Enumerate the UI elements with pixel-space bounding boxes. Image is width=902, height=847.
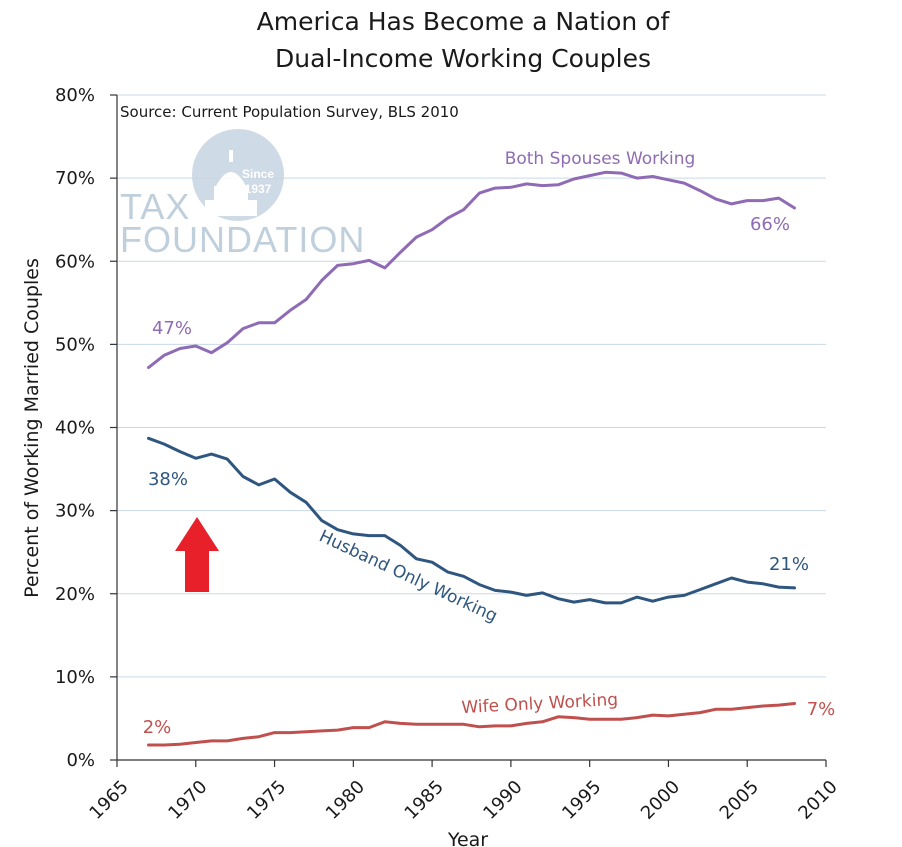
husband-end-label: 21% xyxy=(769,554,809,575)
series-label-wife: Wife Only Working xyxy=(461,690,619,718)
logo-year-text: 1937 xyxy=(245,182,272,196)
series-line-both-spouses xyxy=(147,170,796,370)
y-tick-label: 60% xyxy=(55,251,95,272)
y-tick-label: 0% xyxy=(66,750,95,771)
both-start-label: 47% xyxy=(152,318,192,339)
wife-start-label: 2% xyxy=(143,717,172,738)
x-tick-label: 2000 xyxy=(637,776,684,823)
both-end-label: 66% xyxy=(750,214,790,235)
y-axis-label: Percent of Working Married Couples xyxy=(21,258,43,598)
tax-foundation-logo: Since 1937 TAX FOUNDATION xyxy=(120,129,365,260)
x-axis-label: Year xyxy=(447,829,488,847)
chart-title-line-1: America Has Become a Nation of xyxy=(257,7,671,36)
y-tick-label: 30% xyxy=(55,501,95,522)
capitol-dome-icon xyxy=(205,150,257,216)
series-label-husband: Husband Only Working xyxy=(316,526,501,626)
x-tick-label: 1985 xyxy=(401,776,448,823)
wife-end-label: 7% xyxy=(807,699,836,720)
x-tick-label: 2010 xyxy=(794,776,841,823)
husband-start-label: 38% xyxy=(148,469,188,490)
source-note: Source: Current Population Survey, BLS 2… xyxy=(120,103,459,121)
y-tick-label: 80% xyxy=(55,85,95,106)
logo-foundation-text: FOUNDATION xyxy=(120,219,365,260)
y-tick-label: 70% xyxy=(55,168,95,189)
red-up-arrow-icon xyxy=(175,517,219,592)
x-tick-label: 2005 xyxy=(716,776,763,823)
logo-tax-text: TAX xyxy=(120,186,190,227)
logo-since-text: Since xyxy=(242,167,274,181)
y-tick-label: 40% xyxy=(55,418,95,439)
y-tick-label: 50% xyxy=(55,334,95,355)
y-tick-label: 20% xyxy=(55,584,95,605)
x-tick-label: 1995 xyxy=(558,776,605,823)
series-line-wife-only xyxy=(147,702,796,747)
x-tick-label: 1970 xyxy=(164,776,211,823)
series-lines xyxy=(147,170,796,747)
x-tick-label: 1975 xyxy=(243,776,290,823)
series-line-husband-only xyxy=(147,436,796,605)
x-tick-label: 1990 xyxy=(479,776,526,823)
y-tick-label: 10% xyxy=(55,667,95,688)
series-label-both: Both Spouses Working xyxy=(505,149,696,169)
chart-title-line-2: Dual-Income Working Couples xyxy=(275,44,651,73)
x-tick-label: 1980 xyxy=(322,776,369,823)
x-tick-label: 1965 xyxy=(85,776,132,823)
